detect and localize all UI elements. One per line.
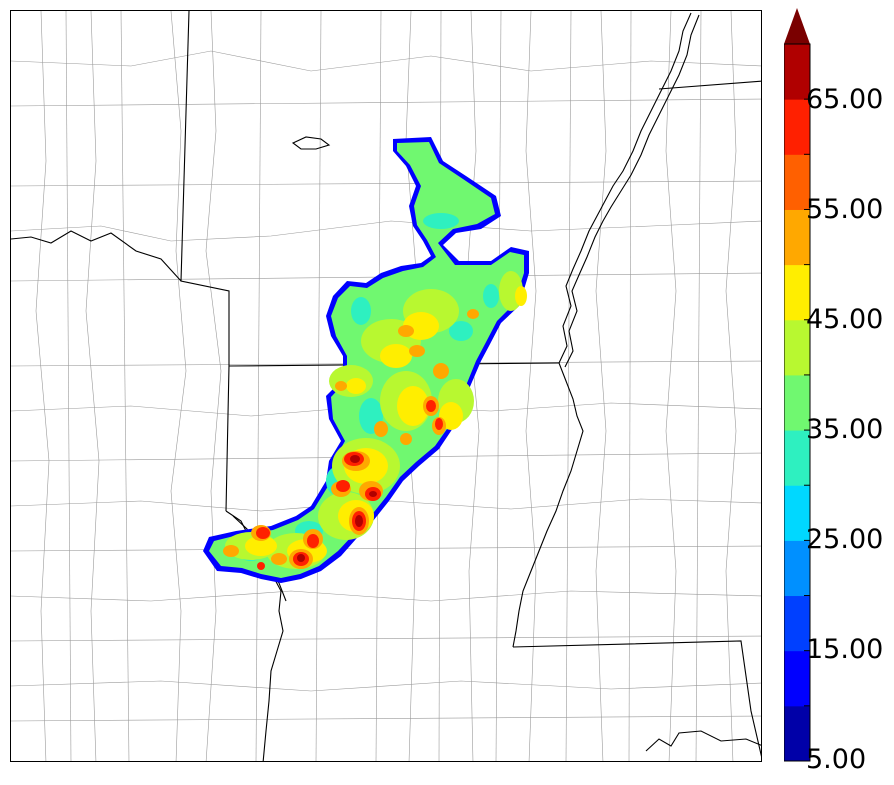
colorbar-segment [784, 430, 810, 486]
map-svg [11, 11, 761, 761]
colorbar-label-45: 45.00 [806, 304, 884, 335]
map-panel [10, 10, 762, 762]
colorbar-segment [784, 99, 810, 155]
colorbar-segment [784, 374, 810, 431]
colorbar-segment [784, 485, 810, 541]
colorbar-label-25: 25.00 [806, 524, 884, 555]
colorbar-ticks [804, 43, 810, 762]
colorbar-extend-arrow [784, 8, 810, 44]
colorbar-label-5: 5.00 [806, 744, 867, 775]
colorbar-label-65: 65.00 [806, 84, 884, 115]
colorbar-segment [784, 595, 810, 652]
colorbar-label-15: 15.00 [806, 634, 884, 665]
colorbar-segment [784, 319, 810, 376]
precip-field [203, 137, 529, 583]
colorbar-segment [784, 650, 810, 707]
colorbar-label-55: 55.00 [806, 194, 884, 225]
colorbar-segment [784, 44, 810, 100]
colorbar-frame [784, 43, 811, 762]
colorbar-segment [784, 264, 810, 321]
colorbar-segments [784, 44, 810, 762]
colorbar [784, 8, 811, 762]
colorbar-segment [784, 209, 810, 266]
colorbar-segment [784, 154, 810, 210]
colorbar-segment [784, 705, 810, 762]
precip-light [209, 142, 524, 578]
colorbar-segment [784, 540, 810, 597]
colorbar-label-35: 35.00 [806, 414, 884, 445]
